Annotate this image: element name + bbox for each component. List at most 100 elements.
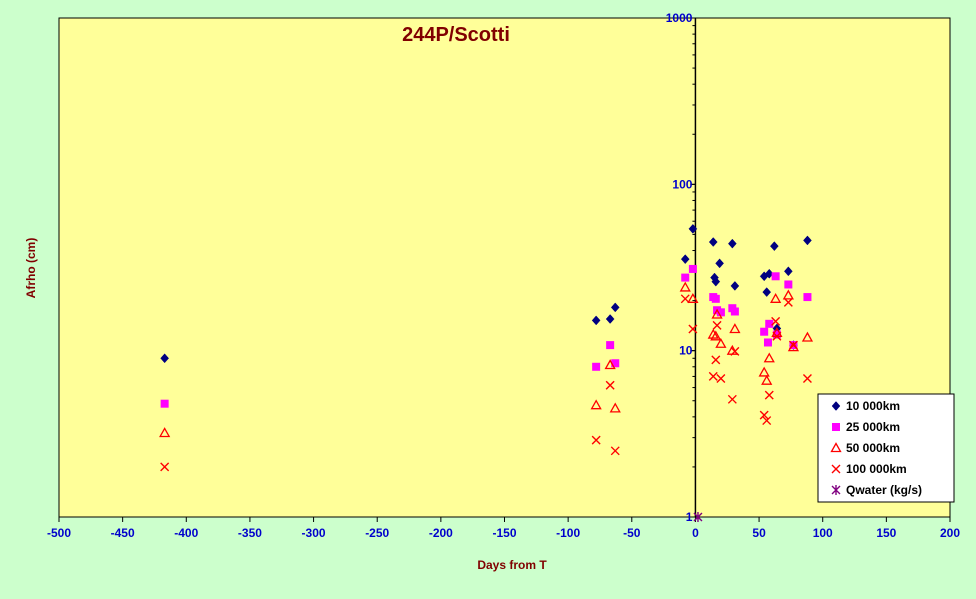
data-point-series-3	[679, 281, 691, 292]
data-point-series-4	[708, 371, 718, 381]
x-tick-label: 150	[876, 526, 896, 540]
square-marker	[160, 399, 169, 408]
data-point-series-4	[688, 324, 698, 334]
x-tick-label: -100	[556, 526, 580, 540]
triangle-marker	[801, 331, 814, 342]
square-marker	[763, 338, 772, 347]
square-marker	[592, 362, 601, 371]
x-tick-label: -300	[302, 526, 326, 540]
square-marker	[760, 327, 769, 336]
data-point-series-2	[730, 307, 739, 316]
diamond-marker	[610, 302, 620, 313]
data-point-series-2	[681, 273, 690, 282]
diamond-marker	[764, 268, 774, 279]
square-marker	[606, 341, 615, 350]
triangle-marker	[687, 292, 699, 303]
x-marker	[831, 464, 841, 474]
data-point-series-1	[591, 315, 601, 326]
triangle-marker	[604, 359, 616, 370]
data-point-series-3	[159, 427, 171, 438]
triangle-marker	[710, 330, 722, 341]
points-layer	[159, 223, 814, 522]
data-point-series-1	[605, 314, 615, 324]
legend-marker-4	[831, 464, 841, 474]
data-point-series-2	[784, 280, 793, 289]
x-marker	[783, 297, 793, 307]
data-point-series-2	[771, 272, 780, 281]
triangle-marker	[679, 281, 691, 292]
triangle-marker	[761, 374, 773, 385]
data-point-series-4	[727, 394, 737, 404]
diamond-marker	[784, 266, 793, 277]
x-axis-title: Days from T	[477, 558, 547, 572]
data-point-series-3	[782, 289, 794, 300]
data-point-series-4	[802, 374, 812, 384]
x-marker	[712, 320, 722, 330]
x-tick-label: 50	[752, 526, 766, 540]
data-point-series-2	[803, 293, 812, 302]
data-point-series-1	[730, 281, 740, 291]
data-point-series-1	[728, 238, 737, 249]
x-marker	[759, 410, 769, 420]
data-point-series-1	[764, 268, 774, 279]
data-point-series-1	[680, 254, 690, 265]
diamond-marker	[688, 223, 698, 234]
data-point-series-2	[611, 359, 620, 368]
legend-label: 25 000km	[846, 420, 900, 434]
diamond-marker	[708, 237, 718, 247]
x-marker	[711, 355, 721, 365]
legend-label: 100 000km	[846, 462, 907, 476]
diamond-marker	[711, 276, 721, 287]
data-point-series-4	[783, 297, 793, 307]
data-point-series-2	[160, 399, 169, 408]
data-point-series-4	[712, 320, 722, 330]
data-point-series-1	[688, 223, 698, 234]
data-point-series-2	[765, 319, 774, 328]
square-marker	[711, 294, 720, 303]
diamond-marker	[770, 241, 779, 252]
data-point-series-2	[760, 327, 769, 336]
triangle-marker	[758, 366, 770, 377]
diamond-marker	[680, 254, 690, 265]
data-point-series-3	[604, 359, 616, 370]
plot-area	[58, 17, 951, 518]
square-marker	[716, 308, 725, 317]
data-point-series-2	[711, 294, 720, 303]
data-point-series-4	[711, 355, 721, 365]
chart-title: 244P/Scotti	[402, 24, 510, 46]
data-point-series-2	[763, 338, 772, 347]
legend-marker-3	[830, 442, 842, 453]
data-point-series-1	[803, 235, 812, 246]
x-tick-label: -400	[174, 526, 198, 540]
data-point-series-3	[763, 352, 775, 363]
square-marker	[688, 264, 697, 273]
triangle-marker	[159, 427, 171, 438]
legend: 10 000km 25 000km 50 000km 100 000km Qwater …	[817, 393, 955, 503]
x-tick-label: -50	[623, 526, 641, 540]
x-marker	[605, 380, 615, 390]
data-point-series-4	[591, 435, 601, 445]
diamond-marker	[715, 258, 724, 269]
x-marker	[771, 316, 781, 326]
legend-marker-1	[831, 401, 841, 411]
square-marker	[803, 293, 812, 302]
x-tick-label: 100	[813, 526, 833, 540]
x-marker	[802, 374, 812, 384]
data-point-series-4	[762, 416, 772, 426]
data-point-series-3	[711, 308, 723, 319]
data-point-series-3	[758, 366, 770, 377]
data-point-series-3	[609, 402, 621, 413]
diamond-marker	[591, 315, 601, 326]
data-point-series-4	[160, 462, 170, 472]
data-point-series-4	[772, 331, 782, 341]
data-point-series-1	[762, 287, 772, 297]
x-marker	[591, 435, 601, 445]
x-marker	[727, 394, 737, 404]
data-point-series-2	[772, 330, 781, 339]
y-tick-label: 10	[679, 344, 693, 358]
x-marker	[680, 294, 690, 304]
x-marker	[764, 390, 774, 400]
y-tick-label: 100	[672, 177, 692, 191]
square-marker	[681, 273, 690, 282]
diamond-marker	[803, 235, 812, 246]
